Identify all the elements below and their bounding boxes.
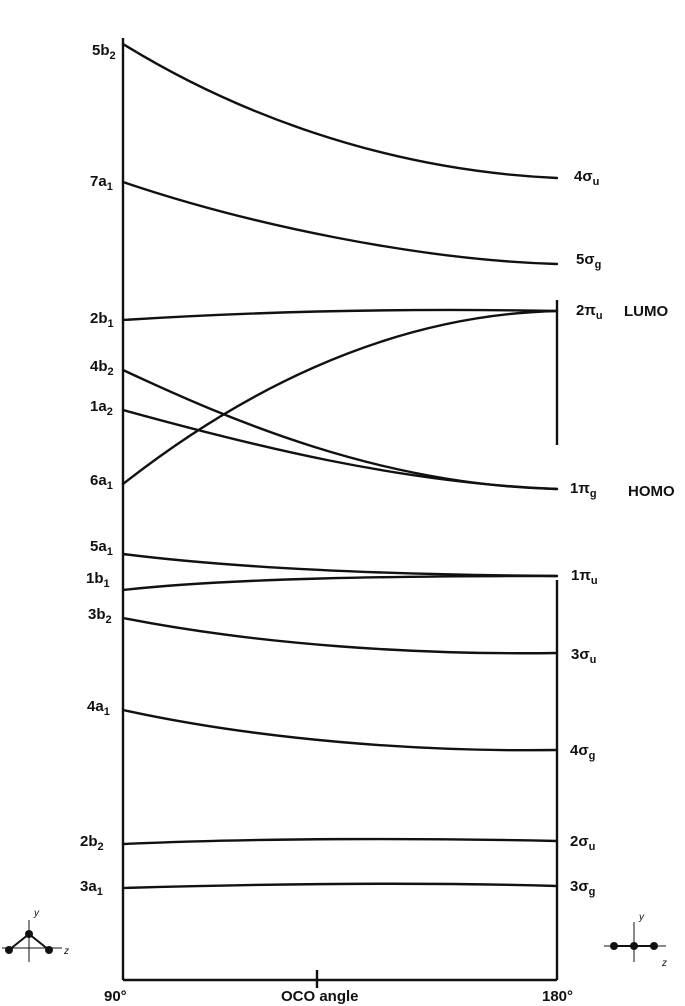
label-1pg: 1πg [570,480,597,500]
label-4su: 4σu [574,168,599,188]
bent-molecule-icon: y z [2,908,69,962]
label-3b2: 3b2 [88,606,112,626]
curve-6a1-2pu [121,309,559,486]
x-axis-title: OCO angle [281,988,359,1005]
label-3sg: 3σg [570,878,595,898]
label-3a1: 3a1 [80,878,103,898]
linear-molecule-icon: y z [604,912,667,969]
bent-z-axis-label: z [63,946,69,957]
curve-5b2-4su [121,42,559,180]
label-2su: 2σu [570,833,595,853]
label-7a1: 7a1 [90,173,113,193]
curve-3a1-3sg [121,882,559,890]
label-5a1: 5a1 [90,538,113,558]
label-1pu: 1πu [571,567,598,587]
lumo-label: LUMO [624,303,668,320]
label-3su: 3σu [571,646,596,666]
label-4b2: 4b2 [90,358,114,378]
curve-2b2-2su [121,837,559,846]
curve-2b1-2pu [121,308,559,322]
label-5b2: 5b2 [92,42,116,62]
label-2b1: 2b1 [90,310,114,330]
curve-4a1-4sg [121,708,559,752]
linear-y-axis-label: y [638,912,645,923]
label-4sg: 4σg [570,742,595,762]
label-6a1: 6a1 [90,472,113,492]
curve-1b1-1pu [121,574,559,592]
homo-label: HOMO [628,483,675,500]
curve-4b2-1pg [121,368,559,491]
label-4a1: 4a1 [87,698,110,718]
bent-y-axis-label: y [33,908,40,919]
label-2b2: 2b2 [80,833,104,853]
x-axis-left-label: 90° [104,988,127,1005]
curve-5a1-1pu [121,552,559,578]
curve-3b2-3su [121,616,559,655]
label-1a2: 1a2 [90,398,113,418]
label-5sg: 5σg [576,251,601,271]
curve-7a1-5sg [121,180,559,266]
x-axis-right-label: 180° [542,988,573,1005]
label-1b1: 1b1 [86,570,110,590]
curve-1a2-1pg [121,408,559,491]
linear-z-axis-label: z [661,958,667,969]
label-2pu: 2πu [576,302,603,322]
